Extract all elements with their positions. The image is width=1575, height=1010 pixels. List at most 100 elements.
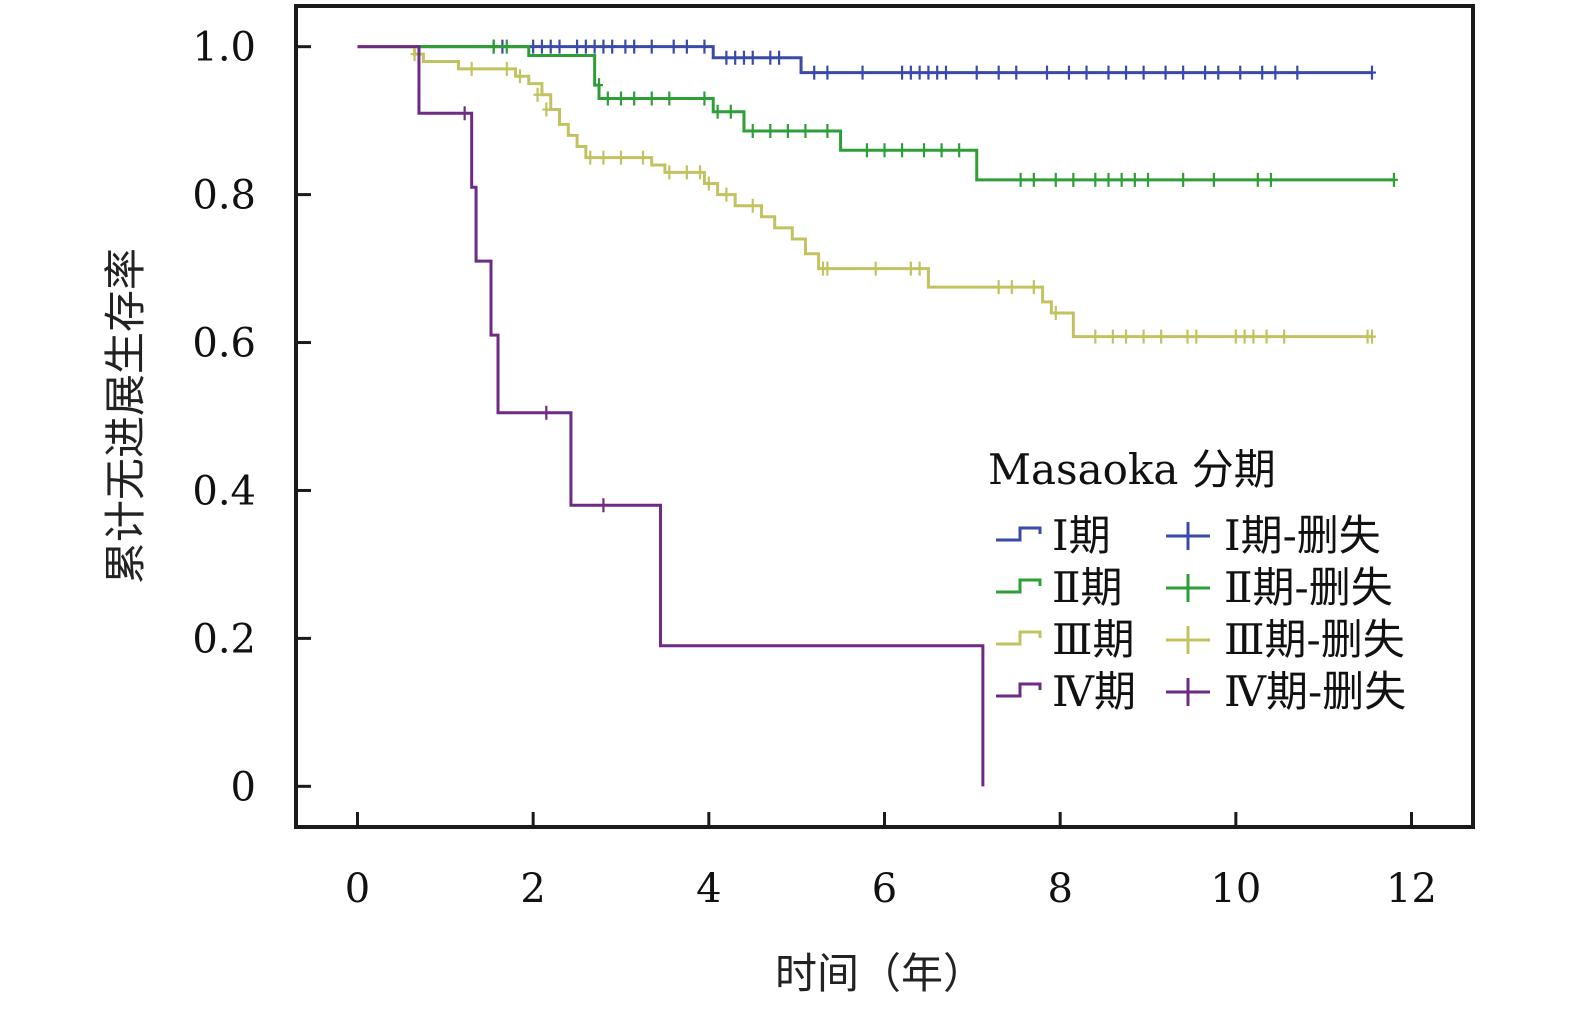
censor-mark bbox=[555, 39, 564, 54]
censor-mark bbox=[766, 123, 775, 138]
censor-mark bbox=[972, 65, 981, 80]
censor-mark bbox=[920, 143, 929, 158]
censor-mark bbox=[941, 65, 950, 80]
legend-row: Ⅰ期 Ⅰ期-删失 bbox=[996, 511, 1381, 560]
y-tick-label: 0.2 bbox=[192, 616, 256, 662]
censor-mark bbox=[581, 39, 590, 54]
censor-mark bbox=[1082, 65, 1091, 80]
censor-mark bbox=[722, 187, 731, 202]
y-axis-title: 累计无进展生存率 bbox=[101, 248, 150, 584]
censor-mark bbox=[1051, 172, 1060, 187]
km-line-Ⅱ期 bbox=[357, 45, 1394, 182]
censor-mark bbox=[858, 65, 867, 80]
x-axis-title: 时间（年） bbox=[775, 949, 985, 998]
censor-mark bbox=[665, 91, 674, 106]
legend-line-label: Ⅲ期 bbox=[1052, 615, 1135, 664]
censor-mark bbox=[1117, 172, 1126, 187]
censor-mark bbox=[460, 106, 469, 121]
censor-mark bbox=[1139, 329, 1148, 344]
censor-mark bbox=[682, 39, 691, 54]
censor-mark bbox=[1367, 65, 1376, 80]
legend-line-symbol bbox=[996, 526, 1042, 542]
censor-mark bbox=[599, 498, 608, 513]
censor-mark bbox=[1253, 172, 1262, 187]
legend-line-symbol bbox=[996, 630, 1042, 646]
censor-mark bbox=[630, 39, 639, 54]
censor-mark bbox=[603, 91, 612, 106]
legend-line-label: Ⅱ期 bbox=[1052, 563, 1123, 612]
censor-mark bbox=[489, 39, 498, 54]
y-tick-label: 1.0 bbox=[192, 25, 256, 71]
y-tick-label: 0.4 bbox=[192, 468, 256, 514]
censor-mark bbox=[1029, 280, 1038, 295]
censor-mark bbox=[1104, 172, 1113, 187]
censor-mark bbox=[871, 261, 880, 276]
censor-mark bbox=[748, 123, 757, 138]
legend: Masaoka 分期 Ⅰ期 Ⅰ期-删失 Ⅱ期 Ⅱ期-删失 Ⅲ期 Ⅲ期-删失 Ⅳ期 Ⅳ期-删失 bbox=[988, 445, 1406, 716]
censor-mark bbox=[529, 39, 538, 54]
censor-mark bbox=[515, 69, 524, 84]
censor-mark bbox=[1144, 172, 1153, 187]
censor-mark bbox=[1240, 329, 1249, 344]
legend-censor-symbol bbox=[1166, 522, 1210, 550]
censor-mark bbox=[669, 39, 678, 54]
censor-mark bbox=[775, 50, 784, 65]
series-Ⅲ期 bbox=[357, 45, 1376, 344]
censor-mark bbox=[1161, 65, 1170, 80]
censor-mark bbox=[1262, 329, 1271, 344]
censor-mark bbox=[722, 50, 731, 65]
legend-line-label: Ⅰ期 bbox=[1052, 511, 1111, 560]
censor-mark bbox=[898, 65, 907, 80]
censor-mark bbox=[1122, 65, 1131, 80]
km-line-Ⅲ期 bbox=[357, 45, 1372, 339]
censor-mark bbox=[823, 261, 832, 276]
censor-mark bbox=[647, 39, 656, 54]
censor-mark bbox=[1091, 172, 1100, 187]
censor-mark bbox=[1389, 172, 1398, 187]
censor-mark bbox=[748, 50, 757, 65]
censor-mark bbox=[647, 91, 656, 106]
legend-line-label: Ⅳ期 bbox=[1052, 667, 1136, 716]
legend-line-symbol bbox=[996, 578, 1042, 594]
censor-mark bbox=[933, 65, 942, 80]
censor-mark bbox=[533, 87, 542, 102]
censor-mark bbox=[502, 39, 511, 54]
legend-row: Ⅲ期 Ⅲ期-删失 bbox=[996, 615, 1405, 664]
legend-censor-label: Ⅳ期-删失 bbox=[1224, 667, 1406, 716]
y-axis: 0 0.2 0.4 0.6 0.8 1.0 bbox=[192, 25, 311, 810]
censor-mark bbox=[616, 91, 625, 106]
censor-mark bbox=[1108, 329, 1117, 344]
censor-mark bbox=[1201, 65, 1210, 80]
censor-mark bbox=[410, 47, 419, 62]
y-tick-label: 0.6 bbox=[192, 321, 256, 367]
censor-mark bbox=[608, 39, 617, 54]
km-line-Ⅳ期 bbox=[357, 45, 985, 787]
censor-mark bbox=[638, 150, 647, 165]
censor-mark bbox=[823, 65, 832, 80]
censor-mark bbox=[783, 123, 792, 138]
censor-mark bbox=[1231, 329, 1240, 344]
censor-mark bbox=[862, 143, 871, 158]
censor-mark bbox=[801, 123, 810, 138]
legend-censor-symbol bbox=[1166, 574, 1210, 602]
censor-mark bbox=[731, 50, 740, 65]
censor-mark bbox=[616, 150, 625, 165]
censor-mark bbox=[1016, 172, 1025, 187]
x-tick-label: 6 bbox=[872, 866, 897, 912]
legend-censor-symbol bbox=[1166, 678, 1210, 706]
censor-mark bbox=[1293, 65, 1302, 80]
censor-mark bbox=[906, 261, 915, 276]
survival-curves bbox=[357, 39, 1398, 787]
series-Ⅱ期 bbox=[357, 39, 1398, 187]
censor-mark bbox=[1183, 329, 1192, 344]
censor-mark bbox=[1192, 329, 1201, 344]
censor-mark bbox=[704, 176, 713, 191]
censor-mark bbox=[1179, 172, 1188, 187]
censor-mark bbox=[542, 102, 551, 117]
censor-mark bbox=[630, 91, 639, 106]
censor-mark bbox=[599, 150, 608, 165]
legend-row: Ⅱ期 Ⅱ期-删失 bbox=[996, 563, 1393, 612]
censor-mark bbox=[906, 65, 915, 80]
censor-mark bbox=[713, 104, 722, 119]
censor-mark bbox=[542, 405, 551, 420]
